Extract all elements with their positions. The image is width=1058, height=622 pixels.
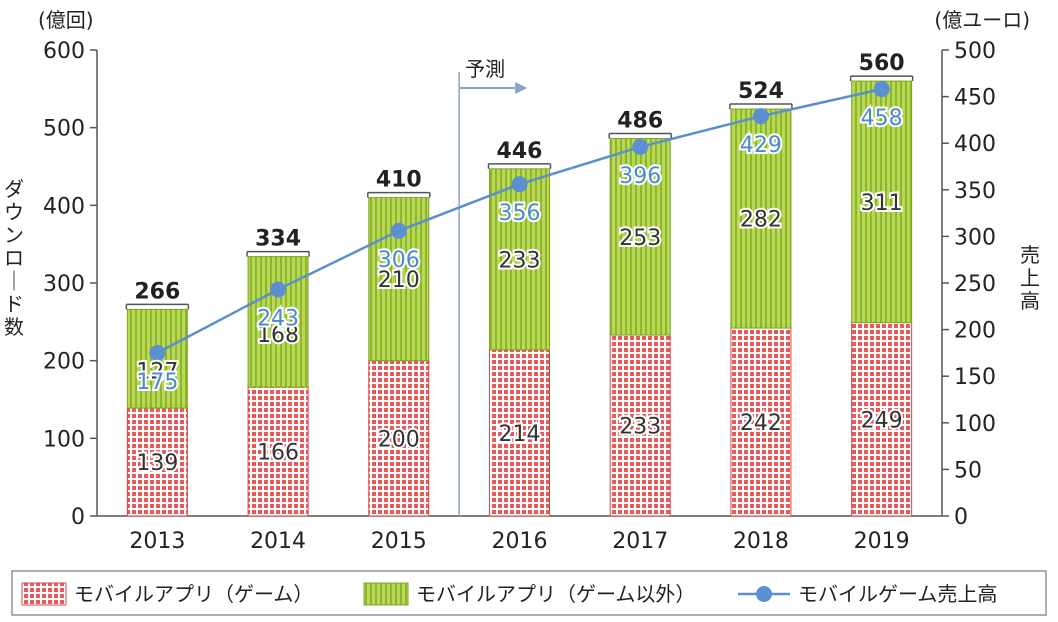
x-tick-label: 2014 (250, 529, 306, 554)
forecast-arrow-head (515, 82, 528, 94)
axes: 0 100 200 300 400 500 600 0 50 100 150 200 250 300 350… (4, 8, 1040, 554)
game-value-label: 139 (136, 451, 178, 476)
legend-label-line: モバイルゲーム売上高 (798, 582, 997, 606)
right-axis-label-char: 上 (1020, 266, 1040, 290)
bar-segment-game (609, 334, 671, 517)
game-value-label: 166 (257, 441, 299, 466)
sales-value-label: 175 (136, 370, 178, 395)
game-value-label: 214 (499, 422, 541, 447)
bar-segment-game (247, 386, 309, 517)
x-tick-label: 2015 (371, 529, 427, 554)
sales-point (270, 281, 287, 298)
total-label: 334 (255, 227, 301, 252)
legend-swatch-game (21, 582, 67, 606)
sales-point (873, 81, 890, 98)
right-tick-label: 200 (954, 319, 996, 344)
nongame-value-label: 282 (740, 208, 782, 233)
total-label: 266 (134, 279, 180, 304)
bars (125, 75, 914, 517)
right-tick-label: 500 (954, 39, 996, 64)
legend-swatch-point (756, 586, 772, 602)
bar-segment-nongame (489, 168, 550, 351)
sales-point (632, 138, 649, 155)
left-axis-label-char: ｜ (4, 269, 24, 293)
sales-value-label: 243 (257, 307, 299, 332)
left-axis-label-char: ン (4, 223, 24, 247)
sales-value-label: 356 (499, 201, 541, 226)
nongame-value-label: 168 (257, 323, 299, 348)
bar-segment-nongame (247, 256, 309, 388)
bar-segment-game (730, 327, 792, 517)
x-tick-label: 2019 (854, 529, 910, 554)
game-value-label: 249 (861, 408, 903, 433)
left-tick-label: 300 (43, 272, 85, 297)
labels: 266 139 127 334 166 168 410 200 210 446 214 233 486 2… (134, 51, 905, 478)
nongame-value-label: 127 (136, 360, 178, 385)
sales-point (752, 108, 769, 125)
sales-line (149, 81, 890, 361)
right-tick-label: 450 (954, 86, 996, 111)
total-label: 486 (617, 109, 663, 134)
sales-point (149, 344, 166, 361)
total-label: 560 (859, 51, 905, 76)
left-tick-label: 500 (43, 117, 85, 142)
nongame-value-label: 233 (499, 248, 541, 273)
nongame-value-label: 253 (619, 226, 661, 251)
right-axis-unit: (億ユーロ) (934, 8, 1030, 32)
game-value-label: 233 (619, 415, 661, 440)
right-tick-label: 250 (954, 272, 996, 297)
bar-segment-game (126, 407, 188, 517)
left-tick-label: 0 (71, 505, 85, 530)
x-tick-label: 2017 (612, 529, 668, 554)
total-label: 410 (376, 168, 422, 193)
bar-segment-nongame (851, 80, 913, 324)
legend-label-nongame: モバイルアプリ（ゲーム以外） (416, 582, 695, 606)
left-axis-label-char: 数 (4, 315, 24, 339)
left-axis-label-char: ド (4, 292, 24, 316)
left-axis-unit: (億回) (38, 8, 94, 32)
bar-segment-nongame (609, 138, 671, 336)
right-tick-label: 50 (954, 458, 982, 483)
bar-segment-game (368, 360, 430, 517)
sales-value-label: 306 (378, 248, 420, 273)
x-tick-label: 2013 (129, 529, 185, 554)
left-tick-label: 200 (43, 350, 85, 375)
right-axis-label-char: 高 (1020, 289, 1040, 313)
sales-point (390, 222, 407, 239)
left-axis-label-char: ウ (4, 200, 24, 224)
sales-value-label: 429 (740, 133, 782, 158)
legend-swatch-nongame (363, 582, 409, 606)
legend-label-game: モバイルアプリ（ゲーム） (74, 582, 313, 606)
left-axis-label-char: ロ (4, 246, 24, 270)
bar-segment-nongame (730, 108, 792, 329)
right-tick-label: 400 (954, 132, 996, 157)
sales-value-label: 396 (619, 164, 661, 189)
right-tick-label: 350 (954, 179, 996, 204)
nongame-value-label: 311 (861, 191, 903, 216)
x-tick-label: 2016 (492, 529, 548, 554)
right-tick-label: 150 (954, 365, 996, 390)
game-value-label: 200 (378, 427, 420, 452)
sales-point (511, 176, 528, 193)
game-value-label: 242 (740, 411, 782, 436)
x-tick-label: 2018 (733, 529, 789, 554)
sales-value-label: 458 (861, 106, 903, 131)
left-axis-label-char: ダ (4, 177, 24, 201)
legend-box (11, 570, 1047, 616)
right-tick-label: 0 (954, 505, 968, 530)
right-tick-label: 100 (954, 412, 996, 437)
nongame-value-label: 210 (378, 268, 420, 293)
right-axis-label-char: 売 (1020, 243, 1040, 267)
left-tick-label: 100 (43, 427, 85, 452)
total-label: 446 (497, 139, 543, 164)
left-tick-label: 400 (43, 194, 85, 219)
left-tick-label: 600 (43, 39, 85, 64)
total-label: 524 (738, 79, 784, 104)
forecast-label: 予測 (465, 57, 505, 81)
legend: モバイルアプリ（ゲーム） モバイルアプリ（ゲーム以外） モバイルゲーム売上高 (11, 570, 1047, 616)
right-tick-label: 300 (954, 225, 996, 250)
